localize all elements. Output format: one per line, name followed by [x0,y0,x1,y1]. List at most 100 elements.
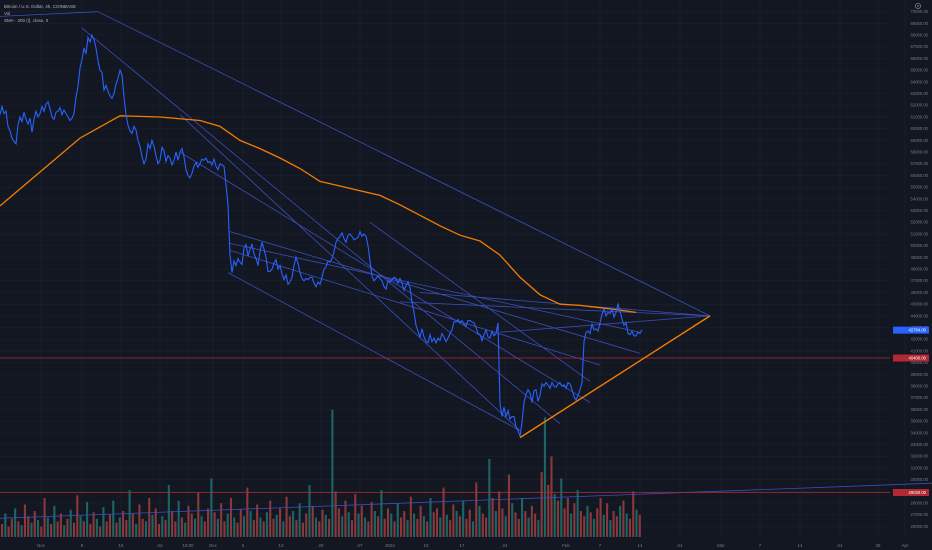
volume-bar [527,517,530,537]
trendline[interactable] [97,11,711,317]
volume-bar [354,494,357,537]
time-tick-label: 17 [460,543,465,548]
volume-bar [458,516,461,537]
trendline[interactable] [0,11,99,17]
volume-bar [236,522,239,537]
price-tick-label: 50000.00 [911,243,929,248]
volume-bar [422,516,425,537]
volume-bar [115,522,118,537]
chart-settings-icon[interactable] [914,2,922,10]
volume-bar [203,521,206,537]
time-tick-label: 14 [638,543,643,548]
volume-bar [207,508,210,537]
volume-bar [609,520,612,537]
volume-bar [125,520,128,537]
volume-bar [282,521,285,537]
price-tick-label: 57000.00 [911,161,929,166]
price-tick-label: 60000.00 [911,126,929,131]
volume-bar [278,508,282,537]
volume-bar [380,490,383,537]
volume-bar [200,516,203,537]
price-tick-label: 51000.00 [911,231,929,236]
price-axis[interactable]: 70000.00 69000.00 68000.00 67000.00 66000.00… [911,9,929,529]
time-tick-label: 10 [424,543,429,548]
trendline[interactable] [399,301,711,317]
volume-bar [471,521,475,537]
volume-bar [135,524,138,537]
volume-bar [292,511,295,537]
volume-bar [360,505,363,537]
volume-bar [579,511,582,537]
trendline[interactable] [81,27,561,424]
price-tick-label: 54000.00 [911,196,929,201]
legend-ma[interactable]: SMA · 200 (l), close, 0 [4,18,49,23]
volume-bar [465,518,468,537]
price-tick-label: 38000.00 [911,384,929,389]
volume-bar [628,518,632,537]
legend-volume[interactable]: Vol [4,11,11,16]
volume-bar [23,504,26,537]
time-axis[interactable]: Nov 8 15 22 16:00 Dec 6 13 20 27 2022 10 17 24 Feb 7 14 2… [37,543,909,548]
trendline[interactable] [369,221,591,382]
time-tick-label: 8 [81,543,84,548]
volume-bar [298,503,301,537]
price-tick-label: 64000.00 [911,79,929,84]
volume-bar [220,503,223,537]
trendline[interactable] [179,114,521,431]
volume-bar [524,511,527,537]
volume-bars [1,409,641,537]
volume-bar [36,520,40,537]
volume-bar [40,526,43,537]
volume-bar [99,526,102,537]
volume-bar [308,485,311,537]
price-tick-label: 28000.00 [911,501,929,506]
volume-bar [285,496,288,537]
time-tick-label: 7 [599,543,602,548]
volume-bar [341,516,344,537]
volume-bar [167,485,170,537]
volume-bar [406,520,409,537]
trendline[interactable] [0,482,932,519]
volume-bar [344,500,347,537]
mark-line-badge: 40400.00 [909,356,927,361]
volume-bar [164,520,167,537]
price-tick-label: 32000.00 [911,454,929,459]
time-tick-label: 20 [319,543,324,548]
trendlines[interactable] [0,11,932,519]
volume-bar [491,498,494,537]
volume-bar [364,517,367,537]
volume-bar [416,518,419,537]
volume-bar [148,498,151,537]
volume-bar [131,513,134,537]
support-trendline[interactable] [519,315,711,439]
price-tick-label: 68000.00 [911,33,929,38]
volume-bar [475,482,478,537]
time-tick-label: 2022 [385,543,395,548]
trendline[interactable] [229,249,601,366]
volume-bar [154,508,157,537]
volume-bar [86,501,89,537]
volume-bar [403,511,406,537]
volume-bar [66,518,69,537]
trendline[interactable] [229,242,641,333]
price-tick-label: 56000.00 [911,173,929,178]
volume-bar [468,509,471,537]
volume-bar [174,521,177,537]
volume-bar [53,505,56,537]
trendline[interactable] [227,272,521,431]
volume-bar [560,478,563,537]
volume-bar [252,520,255,537]
trendline[interactable] [499,315,711,333]
volume-bar [331,409,334,537]
time-tick-label: Mar [717,543,725,548]
volume-bar [511,503,514,537]
volume-bar [82,521,85,537]
time-tick-label: 7 [759,543,762,548]
trendline[interactable] [229,231,641,354]
volume-bar [161,516,164,537]
legend-symbol[interactable]: Bitcoin / U.S. Dollar, 4h, COINBASE [4,4,77,9]
volume-bar [478,505,481,537]
time-tick-label: 22 [158,543,163,548]
volume-mark-badge-bg [893,489,929,496]
